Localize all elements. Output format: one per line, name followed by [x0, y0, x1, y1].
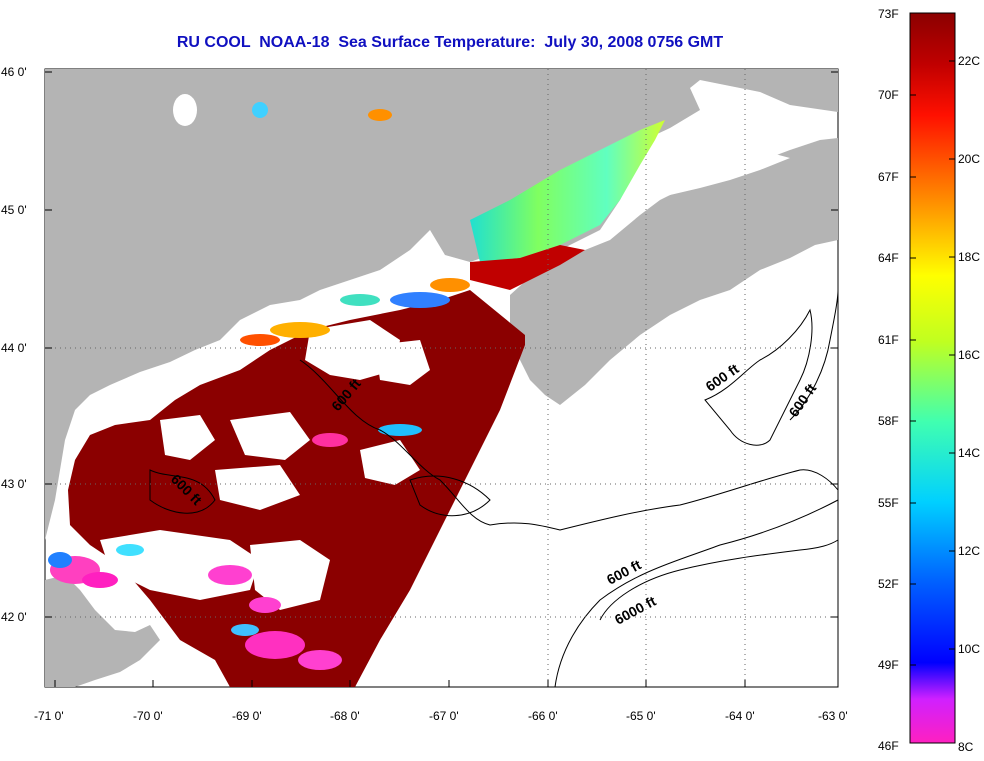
- colorbar-f-label: 58F: [878, 414, 899, 428]
- colorbar-f-label: 55F: [878, 496, 899, 510]
- sst-warm-coastal: [430, 278, 470, 292]
- sst-warm-coastal: [240, 334, 280, 346]
- lon-label: -66 0': [528, 709, 558, 723]
- lon-label: -65 0': [626, 709, 656, 723]
- land-massachusetts: [45, 575, 160, 687]
- lat-label: 45 0': [1, 203, 27, 217]
- sst-cool-patch: [82, 572, 118, 588]
- lon-label: -71 0': [34, 709, 64, 723]
- land-nova-scotia: [510, 138, 838, 405]
- sst-cool-patch: [340, 294, 380, 306]
- colorbar-c-label: 22C: [958, 54, 980, 68]
- sst-cool-patch: [245, 631, 305, 659]
- sst-cool-patch: [231, 624, 259, 636]
- cloud-gap: [160, 415, 215, 460]
- sst-warm-coastal: [368, 109, 392, 121]
- lat-label: 42 0': [1, 610, 27, 624]
- colorbar-f-label: 70F: [878, 88, 899, 102]
- lat-label: 44 0': [1, 341, 27, 355]
- colorbar-c-label: 8C: [958, 740, 974, 754]
- colorbar-f-label: 49F: [878, 658, 899, 672]
- grid-lines: [45, 69, 838, 687]
- colorbar-f-label: 67F: [878, 170, 899, 184]
- bay-of-fundy-inner: [640, 148, 790, 205]
- lon-label: -67 0': [429, 709, 459, 723]
- cloud-gap: [305, 320, 400, 380]
- colorbar-c-label: 10C: [958, 642, 980, 656]
- sst-cool-patch: [249, 597, 281, 613]
- cloud-gap: [173, 94, 197, 126]
- sst-cool-patch: [208, 565, 252, 585]
- sst-cool-patch: [378, 424, 422, 436]
- sst-cool-patch: [390, 292, 450, 308]
- cloud-gap: [230, 412, 310, 460]
- lat-label: 43 0': [1, 477, 27, 491]
- colorbar-c-label: 18C: [958, 250, 980, 264]
- colorbar-f-label: 73F: [878, 7, 899, 21]
- colorbar-f-label: 64F: [878, 251, 899, 265]
- sst-cool-patch: [116, 544, 144, 556]
- cloud-gap: [215, 465, 300, 510]
- colorbar-f-label: 46F: [878, 739, 899, 753]
- sst-cool-patch: [312, 433, 348, 447]
- lon-label: -70 0': [133, 709, 163, 723]
- colorbar-c-label: 20C: [958, 152, 980, 166]
- cloud-gap: [375, 340, 430, 385]
- colorbar: [909, 12, 956, 744]
- cloud-gap: [360, 440, 420, 485]
- colorbar-c-label: 14C: [958, 446, 980, 460]
- lon-label: -63 0': [818, 709, 848, 723]
- cloud-gap: [250, 540, 330, 610]
- sst-cool-patch: [48, 552, 72, 568]
- colorbar-f-label: 52F: [878, 577, 899, 591]
- lon-label: -68 0': [330, 709, 360, 723]
- bathymetry-contours: [149, 289, 839, 688]
- sst-bay-of-fundy: [470, 120, 665, 262]
- colorbar-f-label: 61F: [878, 333, 899, 347]
- lat-label: 46 0': [1, 65, 27, 79]
- sst-cool-patch: [252, 102, 268, 118]
- sst-fundy-warm-edge: [470, 245, 585, 290]
- lon-label: -69 0': [232, 709, 262, 723]
- axis-ticks: [45, 71, 839, 687]
- colorbar-c-label: 16C: [958, 348, 980, 362]
- colorbar-ticks: [910, 60, 955, 666]
- map-title: RU COOL NOAA-18 Sea Surface Temperature:…: [176, 34, 724, 51]
- land-maine-newbrunswick: [45, 69, 838, 540]
- lon-label: -64 0': [725, 709, 755, 723]
- colorbar-c-label: 12C: [958, 544, 980, 558]
- sst-cool-patch: [298, 650, 342, 670]
- sst-warm-coastal: [270, 322, 330, 338]
